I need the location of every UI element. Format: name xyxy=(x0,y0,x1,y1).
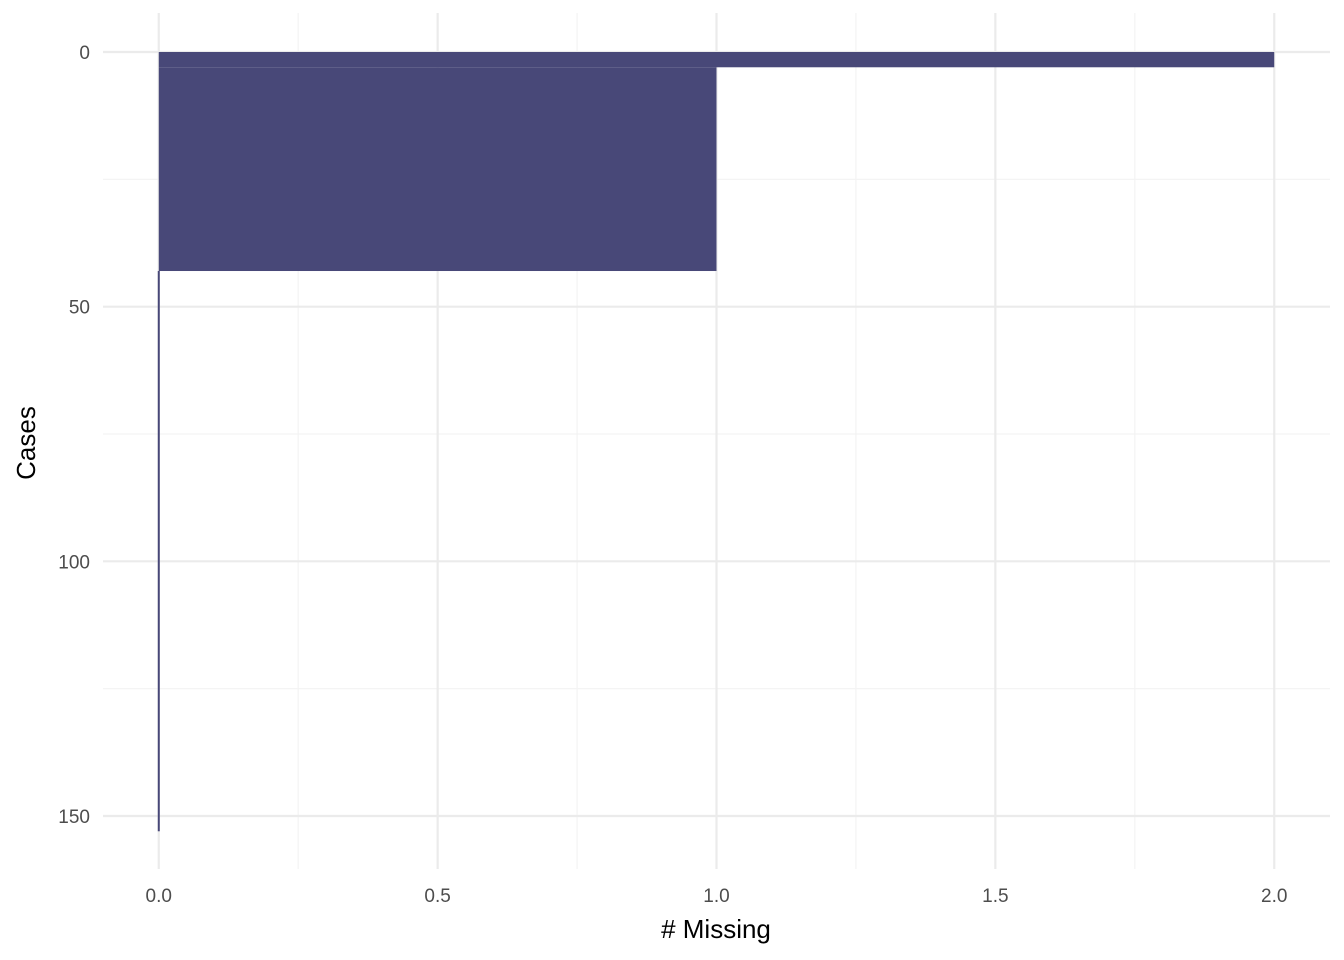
y-axis-title: Cases xyxy=(11,406,41,480)
bar xyxy=(157,271,160,832)
bar xyxy=(158,67,717,272)
bar xyxy=(158,52,1275,68)
x-tick-label: 2.0 xyxy=(1261,886,1287,907)
y-tick-label: 0 xyxy=(79,43,90,64)
x-tick-label: 0.5 xyxy=(424,886,450,907)
x-tick-label: 0.0 xyxy=(146,886,172,907)
x-tick-label: 1.5 xyxy=(982,886,1008,907)
x-axis-tick-labels: 0.0 0.5 1.0 1.5 2.0 xyxy=(146,886,1288,907)
x-tick-label: 1.0 xyxy=(703,886,729,907)
bars xyxy=(157,52,1275,832)
y-tick-label: 150 xyxy=(58,807,90,828)
x-axis-title: # Missing xyxy=(661,914,771,944)
y-tick-label: 100 xyxy=(58,552,90,573)
y-tick-label: 50 xyxy=(69,298,90,319)
y-axis-tick-labels: 0 50 100 150 xyxy=(58,43,90,828)
